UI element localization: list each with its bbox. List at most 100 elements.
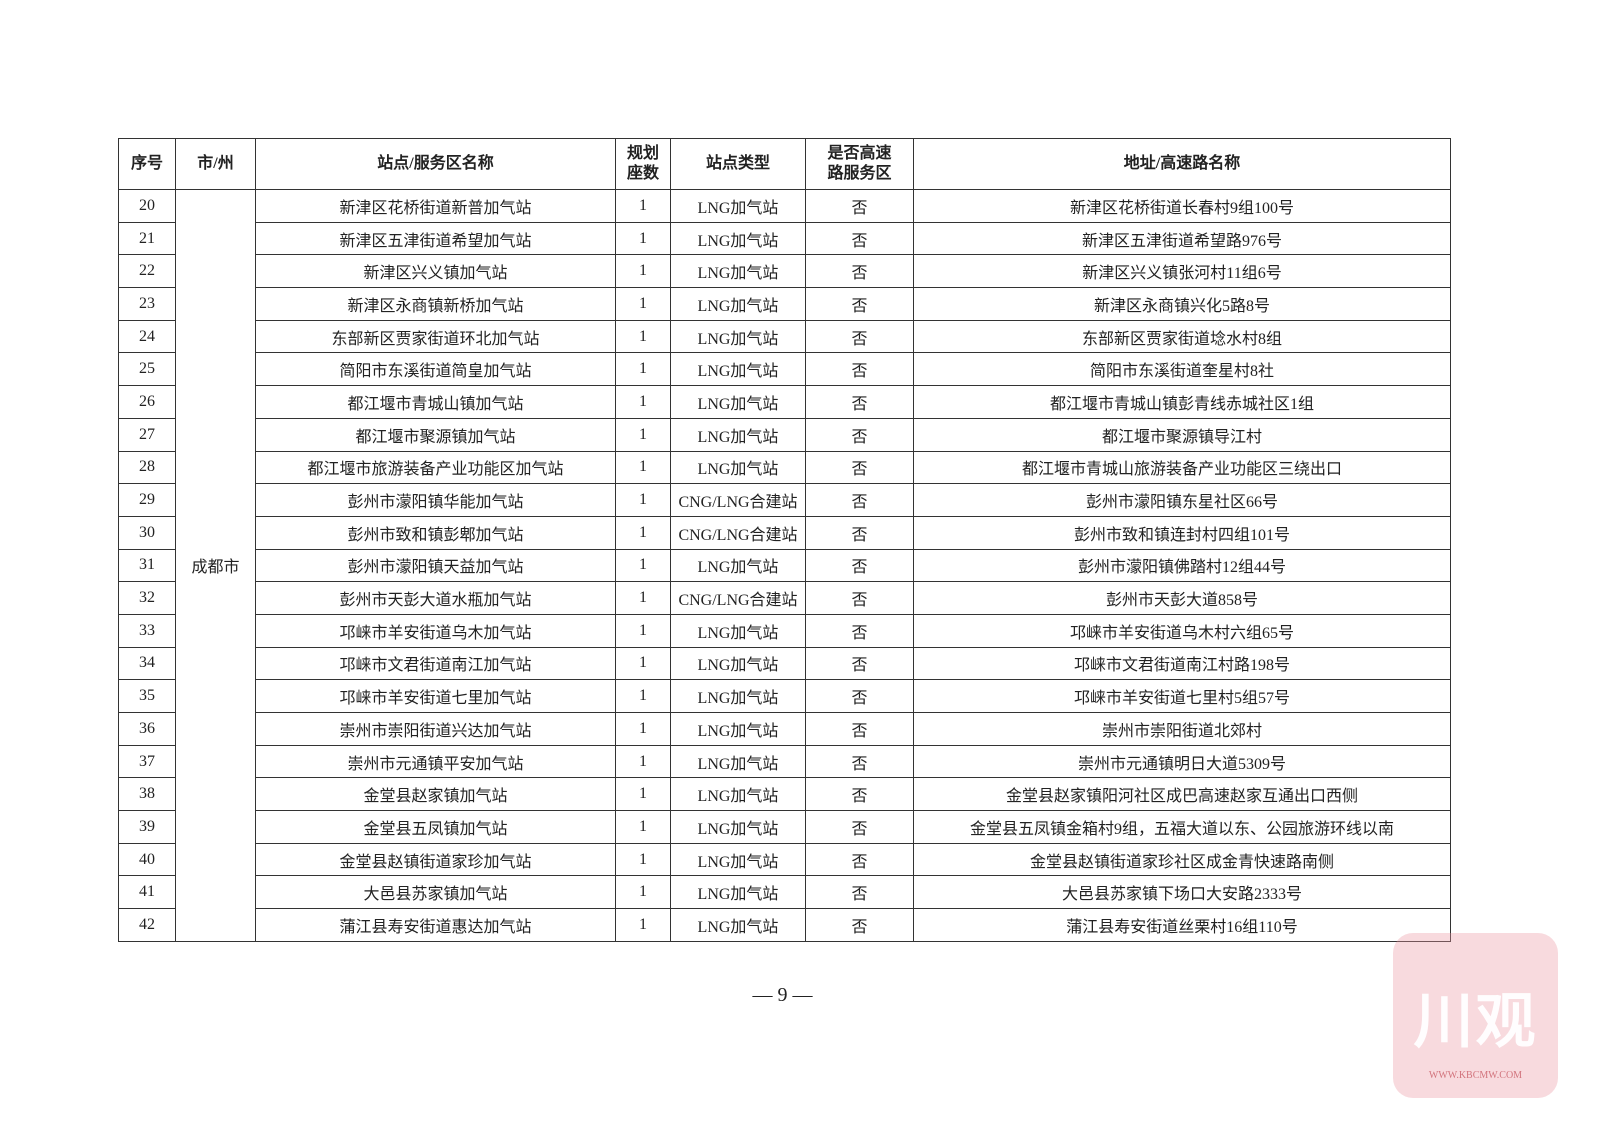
table-cell: 否 [805, 515, 914, 550]
table-cell: 1 [615, 908, 671, 942]
table-cell: 36 [118, 712, 176, 746]
table-cell: LNG加气站 [670, 221, 806, 256]
table-cell: 蒲江县寿安街道丝栗村16组110号 [913, 908, 1451, 942]
table-cell: 1 [615, 646, 671, 681]
header-cell: 站点/服务区名称 [255, 138, 616, 190]
table-cell: LNG加气站 [670, 319, 806, 354]
table-cell: 新津区永商镇新桥加气站 [255, 287, 616, 321]
table-cell: 邛崃市文君街道南江加气站 [255, 646, 616, 681]
table-cell: 39 [118, 810, 176, 844]
header-text: 是否高速路服务区 [827, 145, 892, 182]
table-cell: 新津区兴义镇张河村11组6号 [913, 254, 1451, 289]
table-cell: 彭州市天彭大道858号 [913, 581, 1451, 615]
table-cell: 邛崃市羊安街道乌木村六组65号 [913, 613, 1451, 648]
table-cell: 都江堰市青城山旅游装备产业功能区三绕出口 [913, 450, 1451, 485]
table-cell: 邛崃市羊安街道七里加气站 [255, 679, 616, 713]
table-cell: LNG加气站 [670, 646, 806, 681]
table-row: 34 邛崃市文君街道南江加气站 1 LNG加气站否邛崃市文君街道南江村路198号 [118, 646, 1451, 681]
table-cell: CNG/LNG合建站 [670, 483, 806, 517]
table-cell: LNG加气站 [670, 744, 806, 779]
table-row: 30 彭州市致和镇彭郫加气站 1 CNG/LNG合建站否彭州市致和镇连封村四组101号 [118, 515, 1451, 550]
table-cell: 彭州市致和镇连封村四组101号 [913, 515, 1451, 550]
table-body: 20 成都市 新津区花桥街道新普加气站 1 LNG加气站否新津区花桥街道长春村9组100… [118, 189, 1451, 942]
table-cell: CNG/LNG合建站 [670, 581, 806, 615]
header-cell: 市/州 [175, 138, 256, 190]
table-row: 35 邛崃市羊安街道七里加气站 1 LNG加气站否邛崃市羊安街道七里村5组57号 [118, 679, 1451, 713]
table-cell: 1 [615, 777, 671, 812]
table-cell: 否 [805, 646, 914, 681]
table-cell: 新津区五津街道希望加气站 [255, 221, 616, 256]
table-cell: 邛崃市羊安街道七里村5组57号 [913, 679, 1451, 713]
table-cell: 否 [805, 875, 914, 910]
table-row: 40 金堂县赵镇街道家珍加气站 1 LNG加气站否金堂县赵镇街道家珍社区成金青快速路南… [118, 842, 1451, 877]
table-cell: 1 [615, 810, 671, 844]
table-cell: 金堂县赵家镇阳河社区成巴高速赵家互通出口西侧 [913, 777, 1451, 812]
table-cell: 1 [615, 189, 671, 223]
table-cell: 27 [118, 417, 176, 452]
table-cell: 34 [118, 646, 176, 681]
table-cell: 新津区花桥街道新普加气站 [255, 189, 616, 223]
table-row: 23 新津区永商镇新桥加气站 1 LNG加气站否新津区永商镇兴化5路8号 [118, 287, 1451, 321]
table-cell: 彭州市濛阳镇东星社区66号 [913, 483, 1451, 517]
table-row: 41 大邑县苏家镇加气站 1 LNG加气站否大邑县苏家镇下场口大安路2333号 [118, 875, 1451, 910]
table-cell: 否 [805, 712, 914, 746]
table-cell: LNG加气站 [670, 385, 806, 419]
table-cell: 1 [615, 842, 671, 877]
table-cell: 28 [118, 450, 176, 485]
table-cell: 25 [118, 352, 176, 387]
watermark: 川观 WWW.KBCMW.COM [1393, 933, 1558, 1098]
table-cell: 彭州市濛阳镇华能加气站 [255, 483, 616, 517]
table-row: 32 彭州市天彭大道水瓶加气站 1 CNG/LNG合建站否彭州市天彭大道858号 [118, 581, 1451, 615]
table-cell: 金堂县赵镇街道家珍社区成金青快速路南侧 [913, 842, 1451, 877]
table-cell: 简阳市东溪街道奎星村8社 [913, 352, 1451, 387]
table-row: 33 邛崃市羊安街道乌木加气站 1 LNG加气站否邛崃市羊安街道乌木村六组65号 [118, 613, 1451, 648]
header-text: 规划座数 [626, 145, 659, 182]
table-cell: 金堂县五凤镇金箱村9组，五福大道以东、公园旅游环线以南 [913, 810, 1451, 844]
table-cell: 彭州市濛阳镇佛踏村12组44号 [913, 548, 1451, 583]
table-cell: CNG/LNG合建站 [670, 515, 806, 550]
table-cell: LNG加气站 [670, 842, 806, 877]
table-cell: 蒲江县寿安街道惠达加气站 [255, 908, 616, 942]
header-cell: 序号 [118, 138, 176, 190]
table-cell: 否 [805, 352, 914, 387]
table-cell: 金堂县赵家镇加气站 [255, 777, 616, 812]
table-cell: 42 [118, 908, 176, 942]
watermark-site: WWW.KBCMW.COM [1428, 1070, 1523, 1081]
table-cell: LNG加气站 [670, 417, 806, 452]
table-row: 25 简阳市东溪街道简皇加气站 1 LNG加气站否简阳市东溪街道奎星村8社 [118, 352, 1451, 387]
table-row: 21 新津区五津街道希望加气站 1 LNG加气站否新津区五津街道希望路976号 [118, 221, 1451, 256]
table-cell: 否 [805, 385, 914, 419]
table-cell: 否 [805, 777, 914, 812]
table-row: 22 新津区兴义镇加气站 1 LNG加气站否新津区兴义镇张河村11组6号 [118, 254, 1451, 289]
table-cell: 东部新区贾家街道环北加气站 [255, 319, 616, 354]
table-row: 24 东部新区贾家街道环北加气站 1 LNG加气站否东部新区贾家街道埝水村8组 [118, 319, 1451, 354]
table-cell: 1 [615, 744, 671, 779]
table-cell: LNG加气站 [670, 908, 806, 942]
table-cell: 否 [805, 254, 914, 289]
table-cell: 新津区兴义镇加气站 [255, 254, 616, 289]
table-row: 29 彭州市濛阳镇华能加气站 1 CNG/LNG合建站否彭州市濛阳镇东星社区66号 [118, 483, 1451, 517]
table-row: 27 都江堰市聚源镇加气站 1 LNG加气站否都江堰市聚源镇导江村 [118, 417, 1451, 452]
table-cell: 23 [118, 287, 176, 321]
table-cell: 38 [118, 777, 176, 812]
table-cell: 26 [118, 385, 176, 419]
table-row: 28 都江堰市旅游装备产业功能区加气站 1 LNG加气站否都江堰市青城山旅游装备产业功… [118, 450, 1451, 485]
table-cell: 1 [615, 385, 671, 419]
table-cell: 新津区花桥街道长春村9组100号 [913, 189, 1451, 223]
table-cell: 简阳市东溪街道简皇加气站 [255, 352, 616, 387]
table-row: 31 彭州市濛阳镇天益加气站 1 LNG加气站否彭州市濛阳镇佛踏村12组44号 [118, 548, 1451, 583]
table-cell: 否 [805, 483, 914, 517]
table-cell: 否 [805, 450, 914, 485]
table-cell: 31 [118, 548, 176, 583]
table-cell: 彭州市濛阳镇天益加气站 [255, 548, 616, 583]
table-cell: 1 [615, 254, 671, 289]
table-cell: 否 [805, 842, 914, 877]
table-cell: 大邑县苏家镇加气站 [255, 875, 616, 910]
table-cell: 40 [118, 842, 176, 877]
table-cell: 否 [805, 189, 914, 223]
table-cell: 金堂县五凤镇加气站 [255, 810, 616, 844]
city-cell: 成都市 [175, 189, 256, 942]
table-cell: LNG加气站 [670, 810, 806, 844]
table-cell: LNG加气站 [670, 287, 806, 321]
